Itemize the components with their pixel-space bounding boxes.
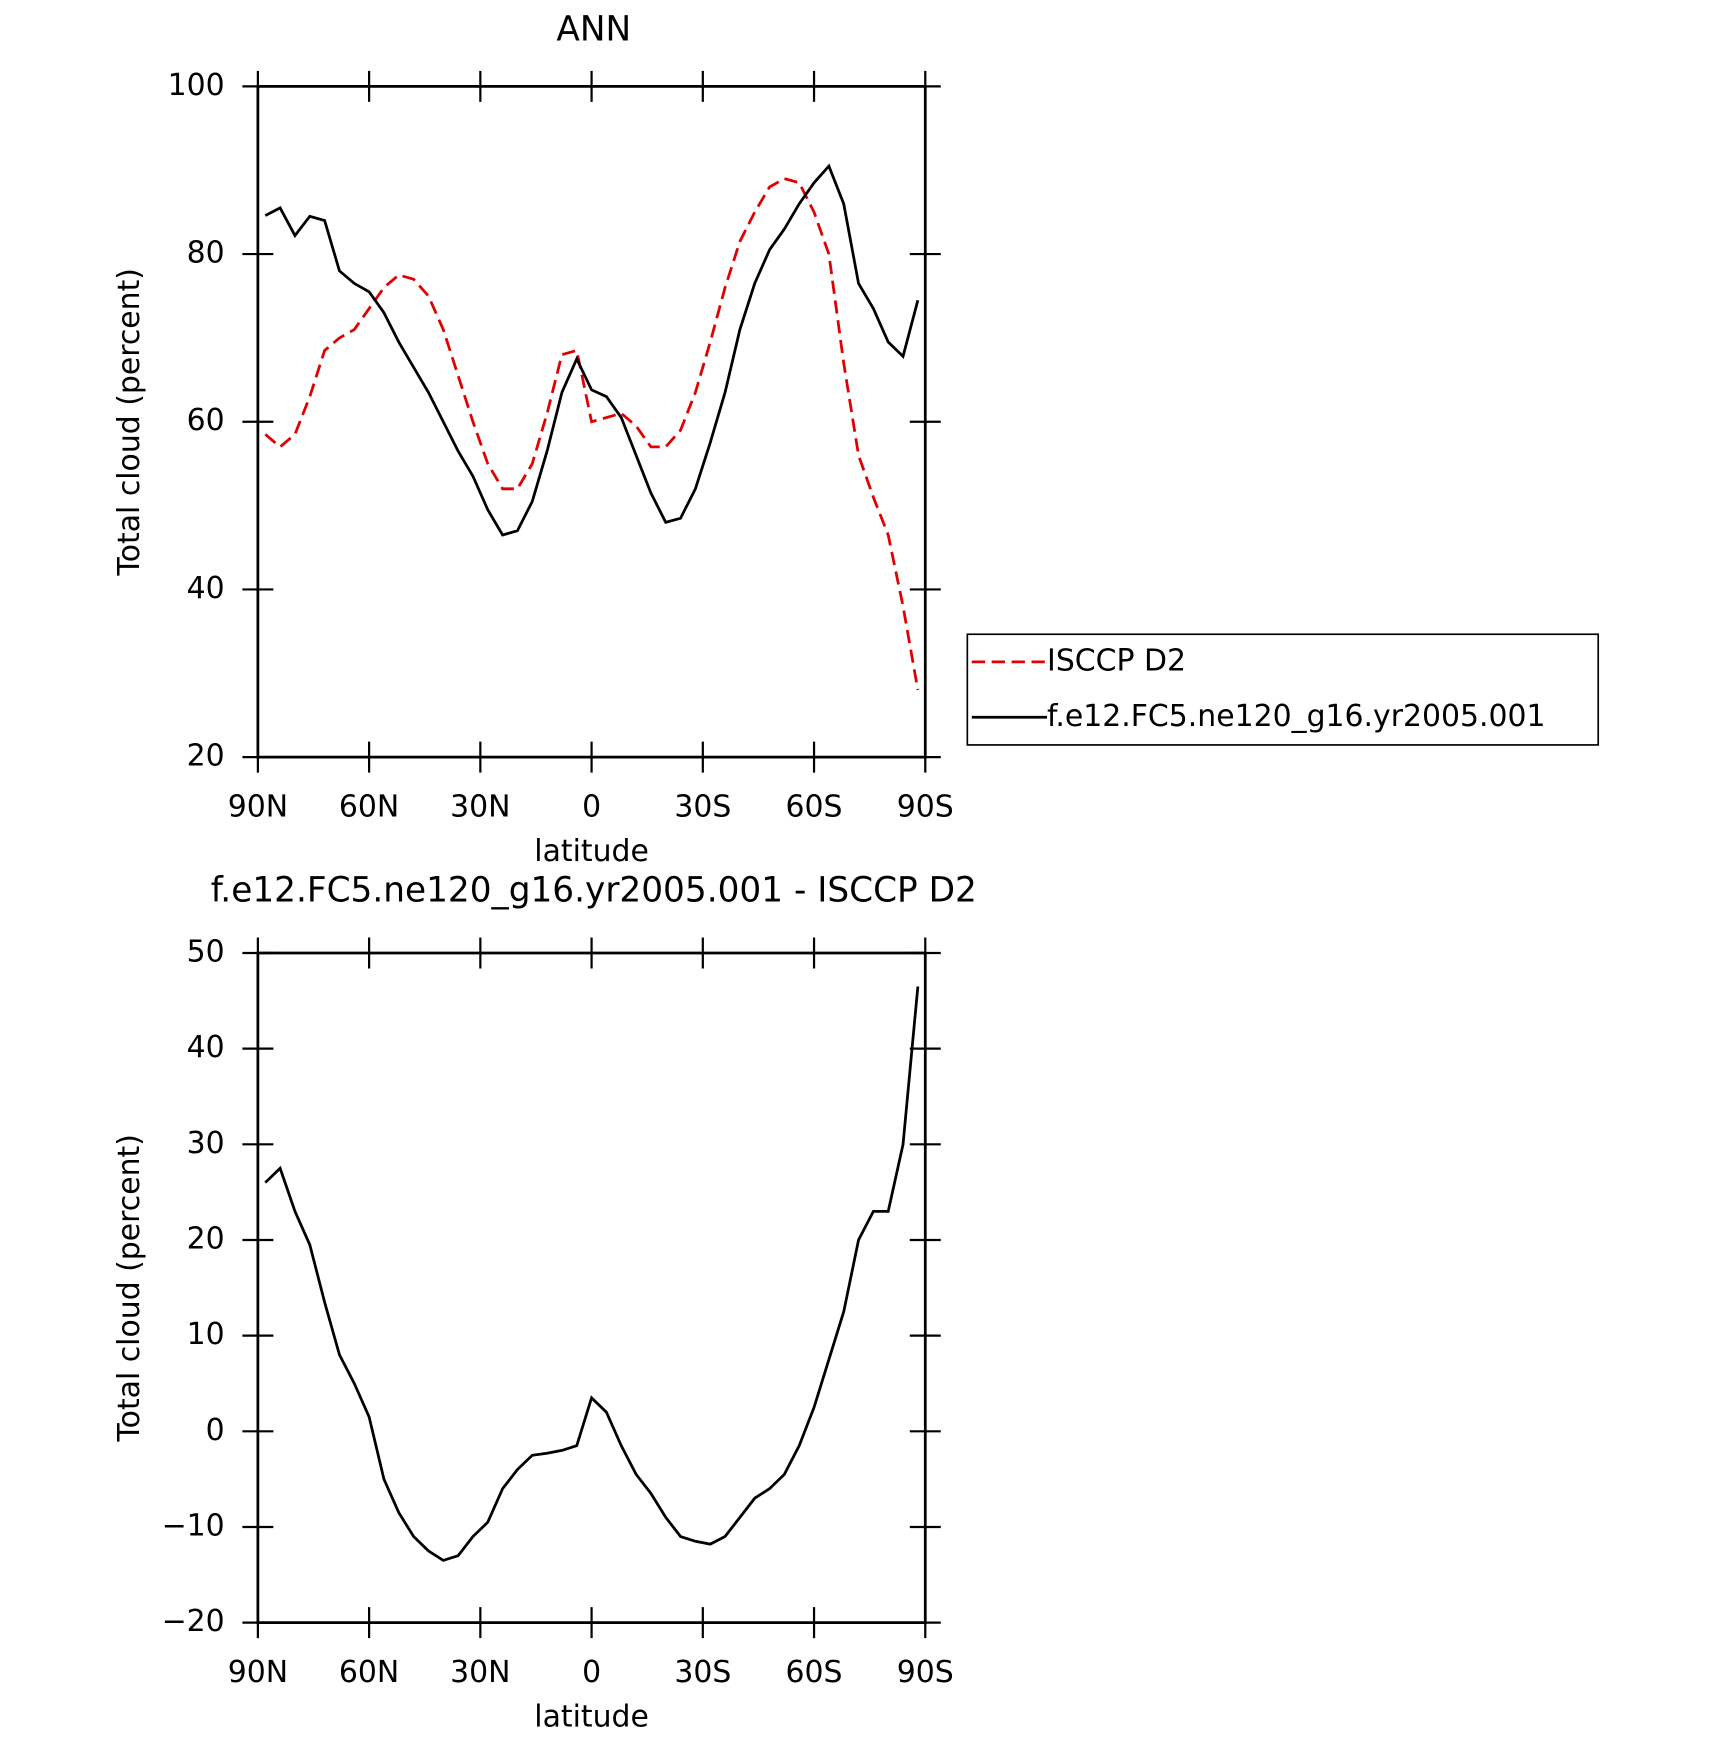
legend-label: f.e12.FC5.ne120_g16.yr2005.001	[1047, 699, 1546, 734]
plot-frame	[256, 85, 927, 759]
y-tick-label: 40	[187, 1030, 225, 1065]
x-tick-label: 60S	[786, 1655, 843, 1690]
x-tick-label: 90S	[897, 1655, 954, 1690]
x-tick-label: 90N	[228, 790, 288, 825]
y-tick-label: 80	[187, 236, 225, 271]
x-tick-label: 30N	[450, 790, 510, 825]
y-tick-label: 50	[187, 935, 225, 970]
y-tick-label: 100	[168, 68, 225, 103]
x-axis-label: latitude	[534, 1699, 649, 1734]
series-line	[264, 177, 920, 691]
y-tick-label: 20	[187, 739, 225, 774]
x-tick-label: 0	[582, 790, 601, 825]
x-tick-label: 30S	[674, 1655, 731, 1690]
x-tick-label: 60N	[339, 1655, 399, 1690]
x-tick-label: 90S	[897, 790, 954, 825]
chart-title: ANN	[556, 10, 631, 50]
y-tick-label: −10	[162, 1508, 225, 1543]
y-tick-label: 30	[187, 1126, 225, 1161]
legend-label: ISCCP D2	[1047, 643, 1186, 678]
y-tick-label: 0	[206, 1413, 225, 1448]
series-line	[264, 986, 920, 1562]
y-tick-label: 10	[187, 1317, 225, 1352]
x-tick-label: 60N	[339, 790, 399, 825]
x-tick-label: 60S	[786, 790, 843, 825]
x-axis-label: latitude	[534, 834, 649, 869]
series-line	[264, 163, 920, 537]
legend-box	[966, 633, 1600, 746]
y-tick-label: 60	[187, 403, 225, 438]
y-tick-label: −20	[162, 1604, 225, 1639]
chart-title: f.e12.FC5.ne120_g16.yr2005.001 - ISCCP D…	[211, 871, 977, 911]
plot-frame	[256, 951, 927, 1625]
x-tick-label: 90N	[228, 1655, 288, 1690]
y-tick-label: 20	[187, 1221, 225, 1256]
y-axis-label: Total cloud (percent)	[112, 1134, 147, 1442]
x-tick-label: 0	[582, 1655, 601, 1690]
y-tick-label: 40	[187, 571, 225, 606]
x-tick-label: 30N	[450, 1655, 510, 1690]
x-tick-label: 30S	[674, 790, 731, 825]
y-axis-label: Total cloud (percent)	[112, 268, 147, 576]
